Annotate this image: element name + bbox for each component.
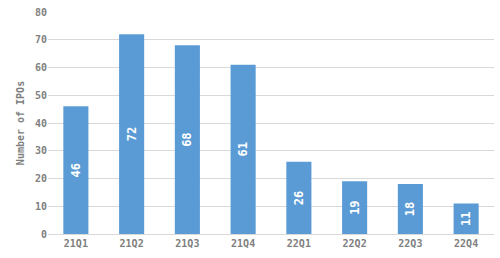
svg-text:61: 61 bbox=[236, 142, 250, 156]
svg-text:46: 46 bbox=[69, 163, 83, 177]
svg-text:60: 60 bbox=[35, 62, 47, 73]
svg-text:18: 18 bbox=[403, 202, 417, 216]
svg-text:50: 50 bbox=[35, 90, 47, 101]
svg-text:22Q3: 22Q3 bbox=[398, 238, 422, 249]
svg-text:Number of IPOs: Number of IPOs bbox=[15, 81, 26, 165]
svg-text:10: 10 bbox=[35, 201, 47, 212]
svg-text:26: 26 bbox=[292, 191, 306, 205]
svg-text:21Q1: 21Q1 bbox=[64, 238, 88, 249]
svg-text:21Q3: 21Q3 bbox=[175, 238, 199, 249]
svg-text:70: 70 bbox=[35, 34, 47, 45]
svg-text:21Q4: 21Q4 bbox=[231, 238, 255, 249]
svg-text:22Q1: 22Q1 bbox=[287, 238, 311, 249]
svg-text:40: 40 bbox=[35, 118, 47, 129]
svg-text:30: 30 bbox=[35, 145, 47, 156]
svg-text:22Q2: 22Q2 bbox=[343, 238, 367, 249]
svg-text:22Q4: 22Q4 bbox=[454, 238, 478, 249]
svg-text:11: 11 bbox=[459, 212, 473, 226]
svg-text:20: 20 bbox=[35, 173, 47, 184]
svg-text:19: 19 bbox=[348, 200, 362, 214]
svg-text:68: 68 bbox=[180, 132, 194, 146]
svg-text:80: 80 bbox=[35, 7, 47, 18]
svg-text:21Q2: 21Q2 bbox=[120, 238, 144, 249]
svg-text:72: 72 bbox=[125, 127, 139, 141]
svg-text:0: 0 bbox=[41, 229, 47, 240]
